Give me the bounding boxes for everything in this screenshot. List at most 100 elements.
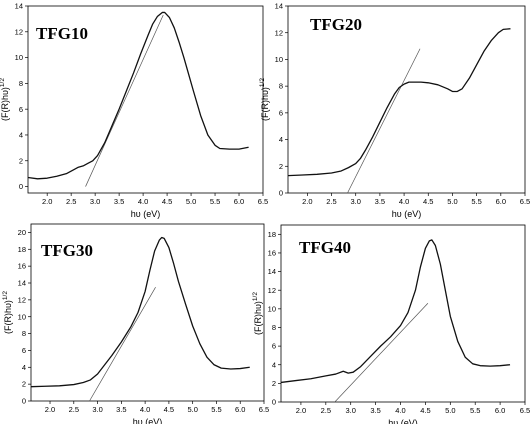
x-tick-label: 3.0	[345, 406, 355, 415]
x-tick-label: 4.0	[140, 405, 150, 414]
x-tick-label: 2.5	[66, 197, 76, 206]
y-tick-label: 12	[18, 295, 26, 304]
series-line	[280, 239, 511, 384]
y-tick-label: 20	[18, 228, 26, 237]
x-axis-label: hυ (eV)	[388, 418, 417, 424]
y-tick-label: 6	[279, 108, 283, 117]
panel-title: TFG30	[41, 241, 93, 260]
y-tick-label: 2	[22, 380, 26, 389]
y-tick-label: 8	[22, 329, 26, 338]
y-axis-label-sup: 1/2	[0, 78, 6, 87]
y-tick-label: 2	[272, 379, 276, 388]
x-tick-label: 3.5	[116, 405, 126, 414]
y-tick-label: 12	[15, 27, 23, 36]
y-axis-label-sup: 1/2	[259, 78, 266, 87]
x-tick-label: 4.5	[162, 197, 172, 206]
x-tick-label: 2.5	[69, 405, 79, 414]
x-tick-label: 6.5	[259, 405, 269, 414]
panel-title: TFG40	[299, 238, 351, 257]
x-tick-label: 5.5	[210, 197, 220, 206]
y-axis-label-main: (F(R)hυ)	[253, 301, 263, 335]
x-axis-label: hυ (eV)	[133, 417, 162, 424]
y-axis-label-main: (F(R)hυ)	[0, 87, 10, 121]
y-tick-label: 4	[22, 363, 26, 372]
x-tick-label: 3.5	[375, 197, 385, 206]
y-axis-label: (F(R)hυ)1/2	[2, 291, 13, 334]
x-tick-label: 3.0	[350, 197, 360, 206]
y-tick-label: 8	[272, 323, 276, 332]
series-line	[287, 28, 511, 177]
tangent-line	[334, 303, 429, 403]
y-tick-label: 0	[22, 397, 26, 406]
y-tick-label: 14	[15, 2, 23, 11]
y-tick-label: 10	[275, 55, 283, 64]
panel-tfg30: 2.0 2.5 3.0 3.5 4.0 4.5 5.0 5.5 6.0 6.5 0 2 4 6 8 10 12 1…	[2, 223, 269, 424]
panel-title: TFG10	[36, 24, 88, 43]
x-tick-label: 4.0	[395, 406, 405, 415]
y-tick-label: 14	[268, 267, 276, 276]
x-tick-label: 6.5	[520, 197, 530, 206]
y-axis-label: (F(R)hυ)1/2	[252, 292, 263, 335]
panel-tfg20: 2.0 2.5 3.0 3.5 4.0 4.5 5.0 5.5 6.0 6.5 0 2 4 6 8 10 12 1…	[259, 2, 530, 219]
plot-frame	[280, 224, 526, 403]
x-tick-label: 6.5	[258, 197, 268, 206]
y-tick-label: 4	[19, 131, 23, 140]
y-tick-label: 10	[18, 312, 26, 321]
plot-frame	[27, 5, 264, 194]
x-tick-label: 2.5	[326, 197, 336, 206]
y-tick-label: 6	[272, 342, 276, 351]
plot-frame	[30, 223, 265, 402]
x-tick-label: 6.0	[495, 406, 505, 415]
x-tick-label: 2.0	[45, 405, 55, 414]
y-tick-label: 0	[272, 398, 276, 407]
x-tick-label: 2.0	[302, 197, 312, 206]
x-tick-label: 3.0	[92, 405, 102, 414]
y-tick-label: 14	[275, 2, 283, 11]
y-axis-label-sup: 1/2	[2, 291, 9, 300]
y-tick-label: 12	[268, 286, 276, 295]
x-tick-label: 5.5	[211, 405, 221, 414]
y-tick-label: 0	[19, 182, 23, 191]
x-tick-label: 5.0	[186, 197, 196, 206]
y-tick-label: 16	[268, 249, 276, 258]
tangent-line	[89, 287, 156, 402]
x-tick-label: 2.5	[321, 406, 331, 415]
x-tick-label: 6.0	[496, 197, 506, 206]
tangent-line	[347, 48, 421, 194]
x-tick-label: 5.5	[471, 197, 481, 206]
x-tick-label: 5.0	[445, 406, 455, 415]
x-tick-label: 6.0	[234, 197, 244, 206]
y-tick-label: 16	[18, 262, 26, 271]
y-axis-label-main: (F(R)hυ)	[3, 300, 13, 334]
y-tick-label: 0	[279, 189, 283, 198]
y-axis-label: (F(R)hυ)1/2	[259, 78, 270, 121]
x-tick-label: 5.0	[187, 405, 197, 414]
x-tick-label: 3.5	[114, 197, 124, 206]
y-tick-label: 6	[19, 105, 23, 114]
x-tick-label: 5.0	[447, 197, 457, 206]
x-tick-label: 4.5	[420, 406, 430, 415]
panel-tfg40: 2.0 2.5 3.0 3.5 4.0 4.5 5.0 5.5 6.0 6.50246810121…	[252, 224, 530, 424]
x-tick-label: 4.0	[399, 197, 409, 206]
y-tick-label: 4	[279, 135, 283, 144]
y-tick-label: 18	[18, 245, 26, 254]
y-tick-label: 8	[279, 82, 283, 91]
y-tick-label: 10	[15, 53, 23, 62]
y-tick-label: 4	[272, 360, 276, 369]
y-tick-label: 2	[279, 162, 283, 171]
y-tick-label: 18	[268, 230, 276, 239]
x-axis-label: hυ (eV)	[131, 209, 160, 219]
x-tick-label: 6.5	[520, 406, 530, 415]
x-axis-label: hυ (eV)	[392, 209, 421, 219]
x-tick-label: 3.5	[370, 406, 380, 415]
series-line	[27, 11, 249, 180]
x-tick-label: 2.0	[296, 406, 306, 415]
y-axis-label: (F(R)hυ)1/2	[0, 78, 10, 121]
y-tick-label: 6	[22, 346, 26, 355]
plot-frame	[287, 5, 526, 194]
panel-title: TFG20	[310, 15, 362, 34]
x-tick-label: 3.0	[90, 197, 100, 206]
y-tick-label: 2	[19, 156, 23, 165]
x-tick-label: 2.0	[42, 197, 52, 206]
